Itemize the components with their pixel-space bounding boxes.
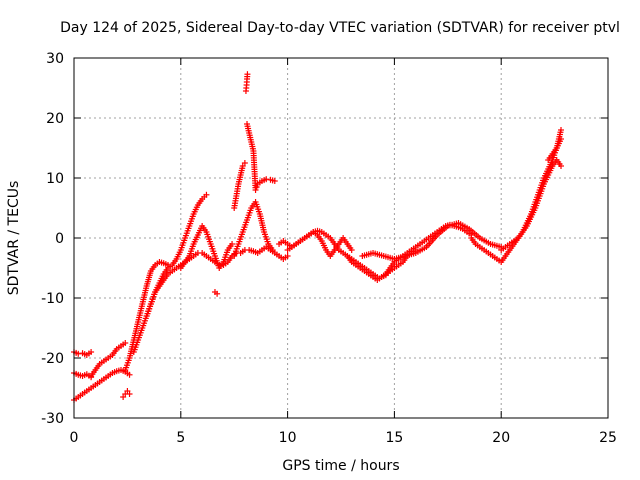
x-axis-label: GPS time / hours <box>282 458 399 474</box>
data-point <box>214 290 221 297</box>
data-point <box>271 178 278 184</box>
data-point <box>126 371 133 378</box>
data-point <box>122 340 129 346</box>
x-tick-label: 20 <box>492 430 510 446</box>
x-tick-label: 5 <box>176 430 185 446</box>
data-point <box>284 253 291 259</box>
y-tick-label: -30 <box>41 411 64 427</box>
y-tick-label: 20 <box>46 111 64 127</box>
data-point <box>241 160 248 166</box>
data-point <box>244 71 251 78</box>
x-tick-label: 25 <box>599 430 617 446</box>
y-tick-label: -20 <box>41 351 64 367</box>
y-axis-label: SDTVAR / TECUs <box>6 181 22 296</box>
x-tick-label: 10 <box>279 430 297 446</box>
x-tick-label: 15 <box>385 430 403 446</box>
y-tick-label: 0 <box>55 231 64 247</box>
data-point <box>203 191 210 198</box>
data-points <box>71 71 565 403</box>
data-point <box>558 127 565 133</box>
data-point <box>558 136 565 142</box>
data-point <box>88 349 95 355</box>
data-point <box>348 247 355 253</box>
data-point <box>229 241 236 247</box>
data-point <box>558 163 565 169</box>
data-point <box>269 247 276 253</box>
axis-ticks: 0 5 10 15 20 25 -30 -20 -10 0 10 20 30 <box>41 51 617 446</box>
chart-title: Day 124 of 2025, Sidereal Day-to-day VTE… <box>60 20 620 36</box>
y-tick-label: -10 <box>41 291 64 307</box>
y-tick-label: 30 <box>46 51 64 67</box>
data-point <box>253 184 260 190</box>
y-tick-label: 10 <box>46 171 64 187</box>
x-tick-label: 0 <box>70 430 79 446</box>
data-point <box>252 187 259 193</box>
data-point <box>126 391 133 397</box>
